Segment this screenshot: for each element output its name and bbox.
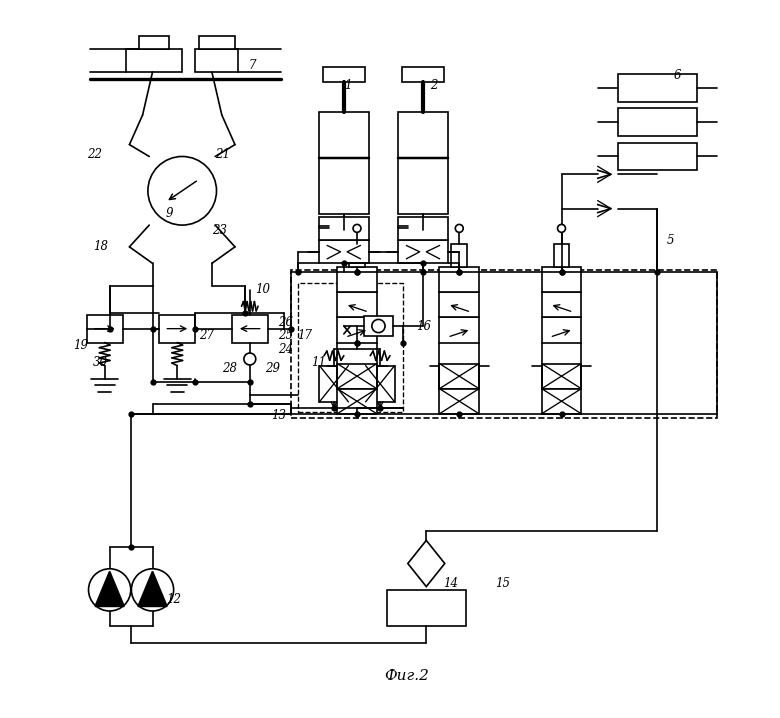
Text: 21: 21 <box>215 148 230 161</box>
Bar <box>542 267 581 292</box>
Bar <box>140 36 169 49</box>
Polygon shape <box>138 572 167 607</box>
Circle shape <box>89 569 131 611</box>
Text: 15: 15 <box>495 577 511 589</box>
Bar <box>439 363 479 388</box>
Text: 12: 12 <box>165 593 181 606</box>
Bar <box>87 314 122 342</box>
Text: 29: 29 <box>264 363 280 376</box>
Bar <box>439 292 479 317</box>
Text: 2: 2 <box>430 79 437 92</box>
Circle shape <box>456 225 463 233</box>
Bar <box>439 267 479 292</box>
Bar <box>452 244 467 267</box>
Text: 27: 27 <box>199 330 214 342</box>
Circle shape <box>148 157 217 225</box>
Bar <box>542 388 581 414</box>
Polygon shape <box>408 541 445 587</box>
Text: 1: 1 <box>344 79 351 92</box>
Bar <box>337 317 377 342</box>
Bar <box>199 36 235 49</box>
Bar <box>196 49 238 72</box>
Bar <box>363 316 393 336</box>
Circle shape <box>558 225 565 233</box>
Bar <box>337 363 377 388</box>
Bar <box>349 244 365 267</box>
Bar <box>618 74 697 102</box>
Bar <box>618 108 697 136</box>
Text: 9: 9 <box>165 208 173 220</box>
Bar <box>337 388 377 414</box>
Text: 10: 10 <box>255 283 270 297</box>
Bar <box>618 143 697 170</box>
Text: 5: 5 <box>667 234 675 247</box>
Bar <box>439 388 479 414</box>
Bar <box>398 241 448 264</box>
Bar <box>298 283 403 412</box>
Text: 7: 7 <box>248 59 256 72</box>
Text: Фиг.2: Фиг.2 <box>384 668 429 683</box>
Text: 20: 20 <box>103 593 118 606</box>
Text: 13: 13 <box>271 409 286 421</box>
Text: 26: 26 <box>278 316 292 330</box>
Text: 17: 17 <box>298 330 313 342</box>
Bar <box>159 314 196 342</box>
Bar <box>320 365 349 402</box>
Text: 6: 6 <box>674 69 681 82</box>
Text: 23: 23 <box>212 224 227 237</box>
Bar <box>337 292 377 317</box>
Bar <box>554 244 569 267</box>
Bar <box>387 590 466 626</box>
Text: 22: 22 <box>87 148 101 161</box>
Bar <box>126 49 183 72</box>
Circle shape <box>372 320 385 332</box>
Bar <box>291 270 717 419</box>
Bar <box>542 363 581 388</box>
Bar <box>366 365 395 402</box>
Bar <box>398 111 448 214</box>
Bar <box>542 317 581 342</box>
Circle shape <box>131 569 174 611</box>
Text: 30: 30 <box>93 356 108 369</box>
Bar <box>402 67 444 82</box>
Text: 14: 14 <box>443 577 458 589</box>
Polygon shape <box>95 572 124 607</box>
Bar <box>319 241 369 264</box>
Text: 28: 28 <box>222 363 237 376</box>
Text: 16: 16 <box>417 320 431 332</box>
Bar <box>232 314 268 342</box>
Text: 18: 18 <box>93 241 108 253</box>
Bar <box>323 67 365 82</box>
Circle shape <box>244 353 256 365</box>
Bar <box>542 292 581 317</box>
Text: 24: 24 <box>278 342 292 355</box>
Text: 11: 11 <box>311 356 326 369</box>
Bar <box>337 267 377 292</box>
Bar <box>319 217 369 241</box>
Circle shape <box>353 225 361 233</box>
Bar <box>398 217 448 241</box>
Bar <box>439 317 479 342</box>
Text: 19: 19 <box>73 340 88 353</box>
Bar <box>319 111 369 214</box>
Text: 25: 25 <box>278 330 292 342</box>
